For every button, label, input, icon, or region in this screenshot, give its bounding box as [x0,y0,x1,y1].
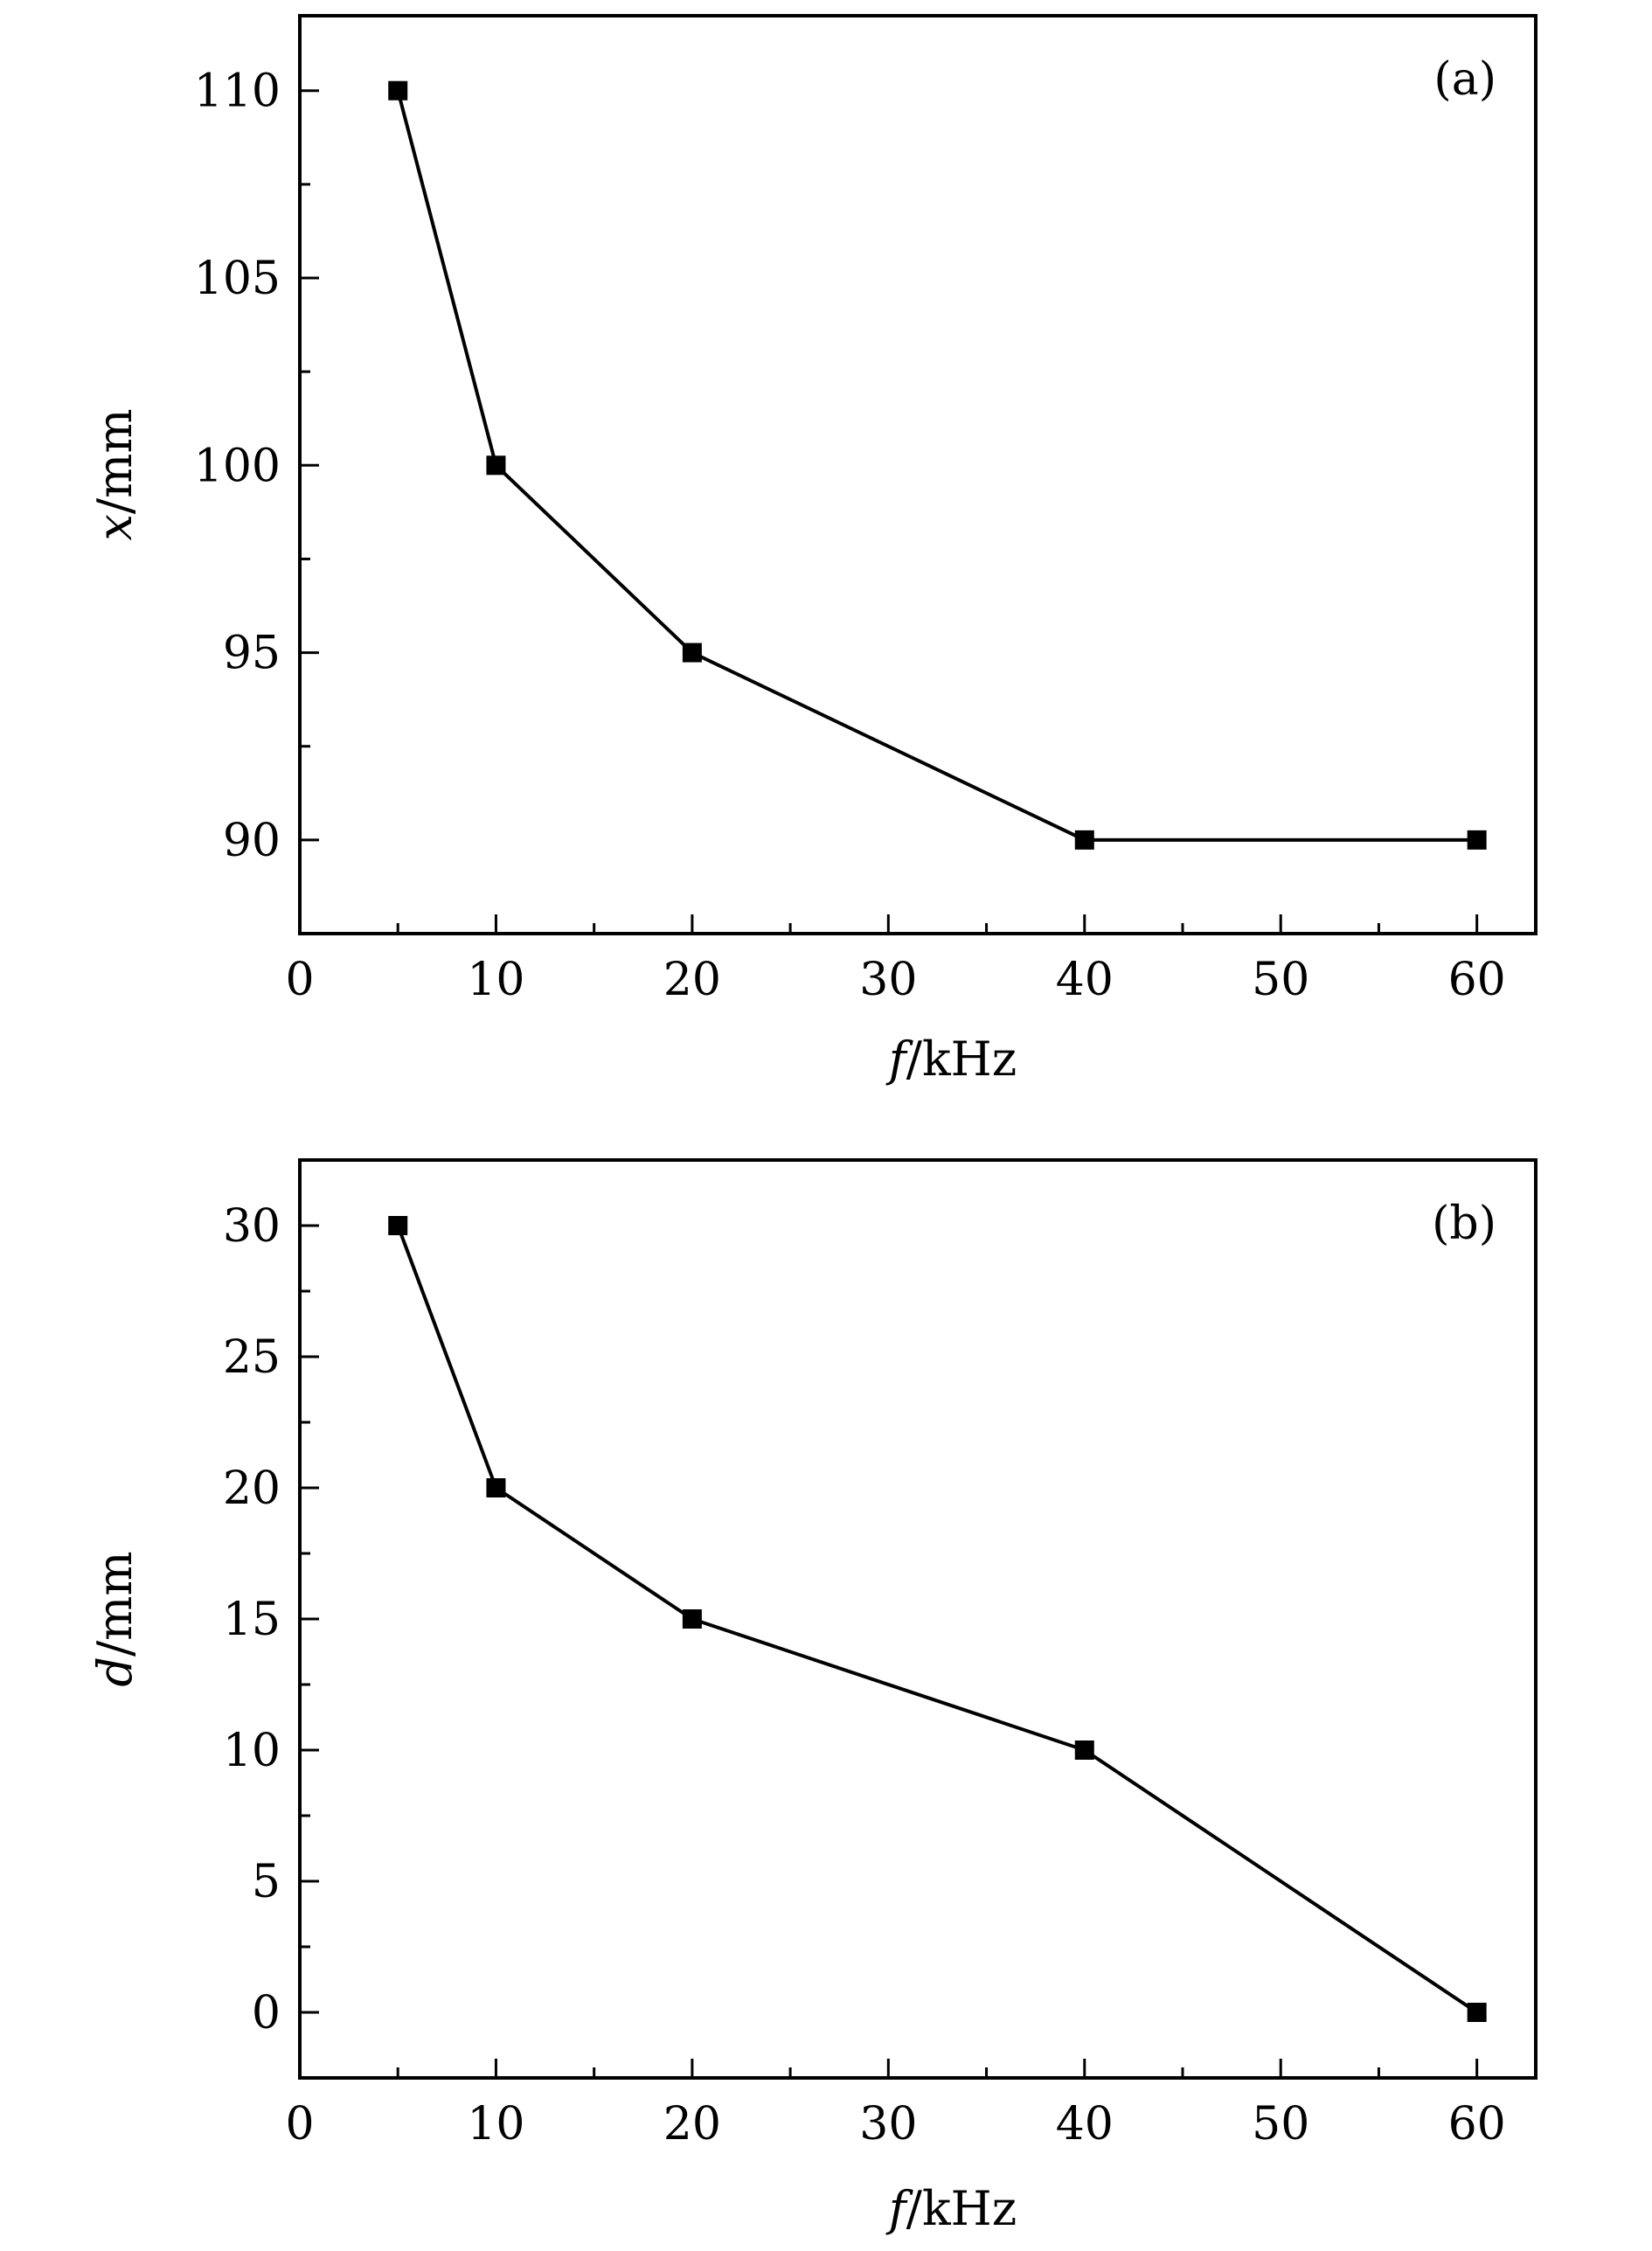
x-tick-label: 30 [859,954,917,1006]
x-axis-label: f/kHz [885,2181,1017,2236]
data-point [486,455,506,476]
x-tick-label: 40 [1056,954,1114,1006]
y-tick-label: 95 [223,628,281,680]
data-point [682,1609,702,1629]
x-tick-label: 10 [467,2098,524,2150]
data-point [1467,2003,1487,2022]
series-line [396,90,1477,842]
x-tick-label: 0 [285,2098,314,2150]
data-point [1074,830,1094,850]
x-tick-label: 50 [1252,2098,1309,2150]
data-point [486,1478,506,1497]
x-tick-label: 0 [285,954,314,1006]
panel-label: (b) [1432,1198,1496,1250]
y-tick-label: 0 [252,1987,281,2039]
y-tick-label: 25 [223,1331,281,1384]
plot-frame [298,1158,1537,2080]
x-axis-label: f/kHz [885,1032,1017,1087]
series-line [396,1225,1478,2014]
x-tick-label: 60 [1448,2098,1506,2150]
data-point [1074,1740,1094,1760]
y-tick-label: 30 [223,1200,281,1253]
y-tick-label: 110 [194,66,281,118]
x-tick-label: 60 [1448,954,1506,1006]
x-tick-label: 10 [467,954,524,1006]
y-tick-label: 15 [223,1594,281,1646]
plot-frame [298,14,1537,935]
x-tick-label: 20 [663,2098,721,2150]
x-tick-label: 40 [1056,2098,1114,2150]
chart-panel-a: 0 10 20 30 40 50 60 90 95 100 105 110 f/kHz x/mm (a) [87,14,1537,1087]
x-tick-label: 50 [1252,954,1309,1006]
y-tick-label: 10 [223,1725,281,1777]
y-axis-label: x/mm [87,408,142,540]
panel-label: (a) [1433,53,1496,106]
y-tick-label: 5 [252,1856,281,1908]
data-point [1467,830,1487,850]
x-tick-label: 30 [859,2098,917,2150]
x-tick-label: 20 [663,954,721,1006]
y-tick-label: 105 [194,253,281,305]
y-axis-label: d/mm [87,1551,142,1686]
y-tick-label: 100 [194,440,281,492]
chart-panel-b: 0 10 20 30 40 50 60 0 5 10 15 20 25 30 f/kHz d/mm (b) [87,1158,1537,2236]
data-point [388,80,408,101]
y-tick-label: 20 [223,1462,281,1515]
data-point [682,643,702,663]
y-tick-label: 90 [223,815,281,867]
data-point [388,1216,408,1235]
